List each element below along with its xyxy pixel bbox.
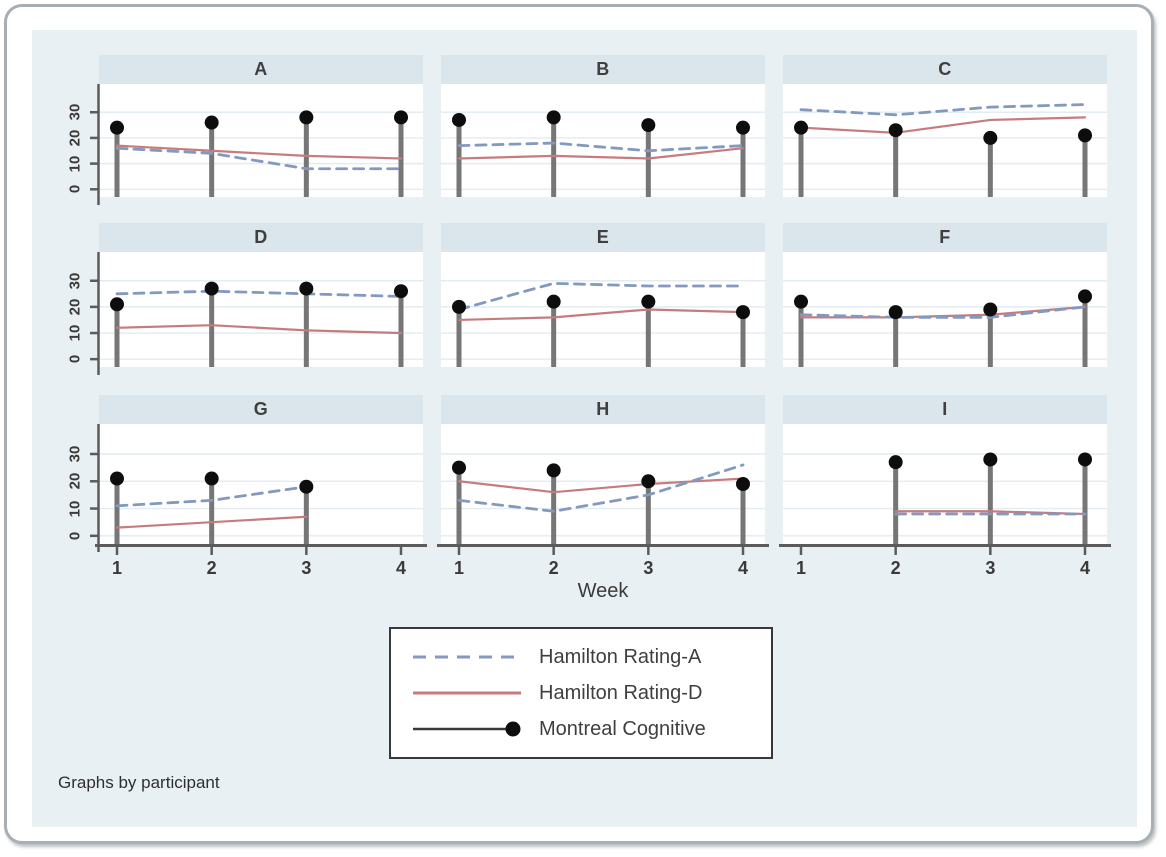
x-axis-col-2: 1 2 3 4 — [437, 544, 769, 578]
legend-item-moca: Montreal Cognitive — [411, 711, 771, 747]
legend-swatch-spike-dot-icon — [413, 721, 521, 737]
x-tick-label: 3 — [301, 558, 311, 578]
chart-canvas: Week Hamilton Rating-A Hamilton Rating-D M… — [32, 30, 1137, 827]
panel-plot-a — [99, 84, 423, 197]
panel-header-d: D — [99, 223, 423, 252]
x-tick-label: 1 — [796, 558, 806, 578]
y-tick-label: 0 — [66, 354, 84, 364]
legend-swatch-solid-icon — [413, 691, 521, 695]
y-tick-label: 20 — [66, 129, 84, 147]
panel-header-e: E — [441, 223, 765, 252]
x-tick-label: 2 — [207, 558, 217, 578]
y-tick-label: 10 — [66, 155, 84, 172]
y-tick-label: 10 — [66, 324, 84, 342]
panel-plot-g — [99, 424, 423, 544]
x-tick-label: 1 — [112, 558, 122, 578]
x-axis-title: Week — [577, 580, 629, 602]
x-tick-label: 4 — [1080, 558, 1090, 578]
panel-plot-d — [99, 252, 423, 367]
x-tick-label: 1 — [454, 558, 464, 578]
y-axis-row-3 — [90, 424, 100, 552]
legend-label: Montreal Cognitive — [539, 717, 706, 740]
y-axis-row-1 — [90, 84, 100, 205]
legend-label: Hamilton Rating-D — [539, 681, 703, 704]
y-tick-label: 30 — [66, 272, 84, 290]
graphs-by-note: Graphs by participant — [58, 773, 220, 792]
y-axis-row-2 — [90, 252, 100, 375]
y-tick-label: 20 — [66, 298, 84, 316]
x-axis-col-3: 1 2 3 4 — [779, 544, 1111, 578]
legend-label: Hamilton Rating-A — [539, 645, 702, 668]
panel-plot-e — [441, 252, 765, 367]
x-tick-label: 3 — [643, 558, 653, 578]
legend-box: Hamilton Rating-A Hamilton Rating-D Montre… — [389, 627, 773, 759]
panel-header-h: H — [441, 395, 765, 424]
panel-plot-h — [441, 424, 765, 544]
x-tick-label: 2 — [891, 558, 901, 578]
panel-header-b: B — [441, 55, 765, 84]
y-tick-label: 30 — [66, 445, 84, 463]
panel-header-a: A — [99, 55, 423, 84]
x-tick-label: 3 — [985, 558, 995, 578]
legend-swatch-dashed-icon — [413, 655, 521, 659]
x-tick-label: 4 — [396, 558, 406, 578]
x-tick-label: 4 — [738, 558, 748, 578]
panel-header-i: I — [783, 395, 1107, 424]
y-tick-label: 0 — [66, 531, 84, 540]
y-tick-label: 20 — [66, 472, 84, 490]
y-tick-label: 30 — [66, 103, 84, 121]
panel-plot-i — [783, 424, 1107, 544]
panel-header-f: F — [783, 223, 1107, 252]
legend-item-hamilton_d: Hamilton Rating-D — [411, 675, 771, 711]
panel-plot-f — [783, 252, 1107, 367]
panel-header-c: C — [783, 55, 1107, 84]
panel-plot-b — [441, 84, 765, 197]
y-tick-label: 0 — [66, 185, 84, 194]
x-axis-col-1: 1 2 3 4 — [95, 544, 427, 578]
panel-header-g: G — [99, 395, 423, 424]
figure-frame: Week Hamilton Rating-A Hamilton Rating-D M… — [4, 4, 1154, 844]
panel-plot-c — [783, 84, 1107, 197]
y-tick-label: 10 — [66, 500, 84, 517]
legend-item-hamilton_a: Hamilton Rating-A — [411, 639, 771, 675]
x-tick-label: 2 — [549, 558, 559, 578]
